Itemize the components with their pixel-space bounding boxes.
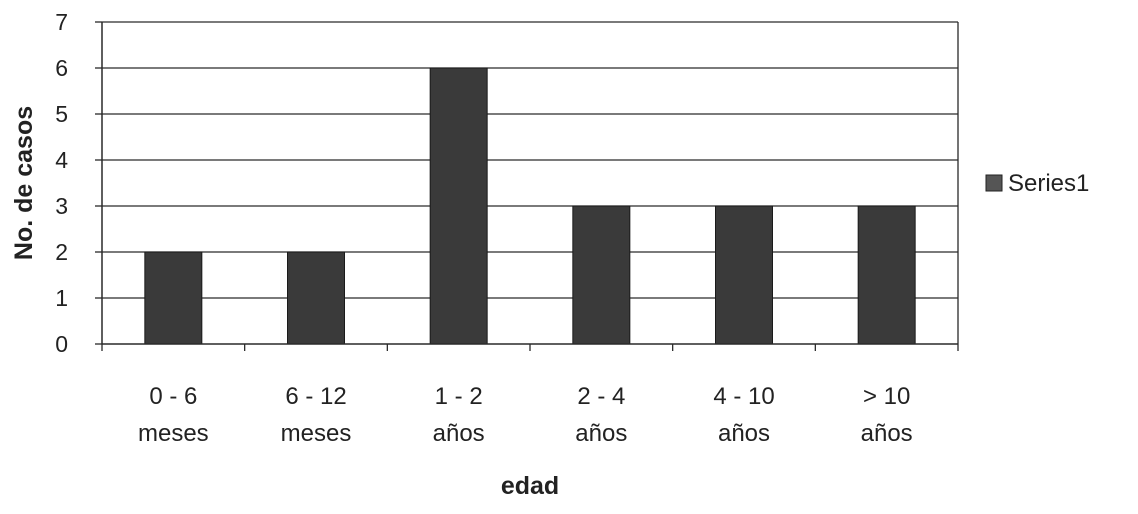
- x-tick-label: 1 - 2 años: [433, 383, 485, 447]
- legend-label-series1: Series1: [1008, 170, 1089, 197]
- legend: Series1: [985, 170, 1089, 197]
- y-tick-label: 0: [55, 331, 68, 357]
- bars: [144, 67, 916, 345]
- bar: [572, 205, 631, 345]
- x-tick-label: 0 - 6 meses: [138, 383, 209, 447]
- bar: [715, 205, 773, 345]
- bar: [287, 251, 345, 345]
- x-tick-label: 4 - 10 años: [713, 383, 774, 447]
- axes: [95, 21, 959, 351]
- y-tick-label: 6: [55, 55, 68, 81]
- y-tick-label: 4: [55, 147, 68, 173]
- bar: [144, 251, 203, 345]
- y-tick-labels: 0 1 2 3 4 5 6 7: [55, 9, 68, 357]
- x-tick-labels: 0 - 6 meses 6 - 12 meses 1 - 2 años 2 - 4 años 4…: [138, 383, 913, 447]
- y-axis-title: No. de casos: [10, 106, 38, 260]
- y-tick-label: 1: [55, 285, 68, 311]
- bar: [857, 205, 916, 345]
- y-tick-label: 3: [55, 193, 68, 219]
- legend-swatch-series1: [985, 174, 1003, 192]
- x-tick-label: > 10 años: [861, 383, 913, 447]
- x-tick-label: 6 - 12 meses: [281, 383, 352, 447]
- x-tick-label: 2 - 4 años: [575, 383, 627, 447]
- y-tick-label: 2: [55, 239, 68, 265]
- y-tick-label: 5: [55, 101, 68, 127]
- y-tick-label: 7: [55, 9, 68, 35]
- x-axis-title: edad: [501, 472, 559, 500]
- gridlines: [102, 21, 959, 344]
- bar: [429, 67, 488, 345]
